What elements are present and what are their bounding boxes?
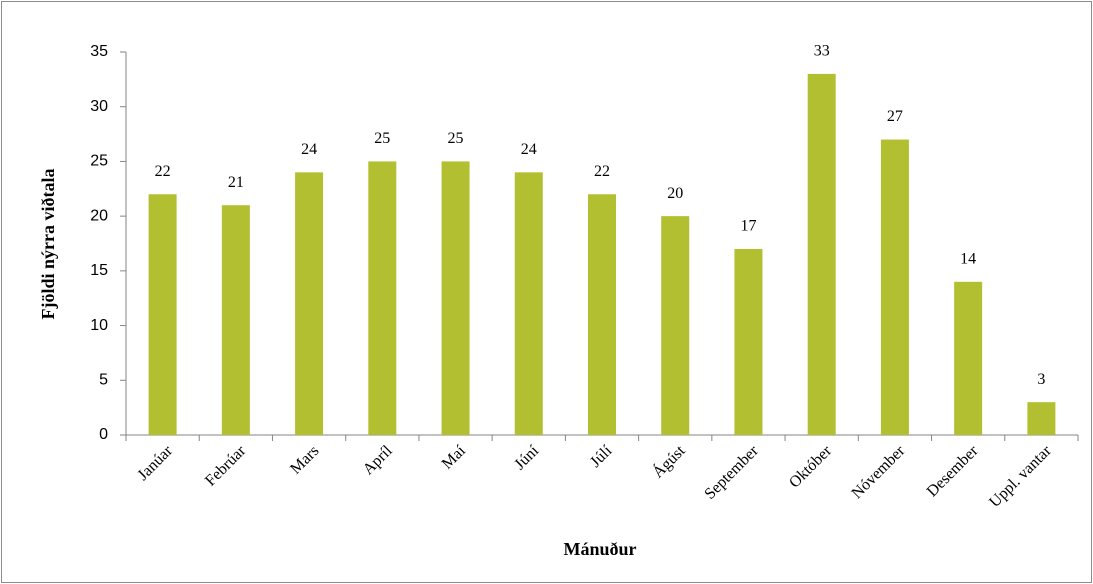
y-tick-label: 5 — [99, 372, 108, 389]
y-tick-label: 30 — [90, 98, 108, 115]
data-label: 24 — [521, 141, 537, 158]
y-tick-label: 15 — [90, 262, 108, 279]
bar — [880, 139, 909, 436]
bar — [954, 281, 983, 435]
bar — [807, 73, 836, 435]
data-label: 20 — [667, 185, 683, 202]
data-label: 17 — [740, 218, 756, 235]
data-label: 21 — [228, 174, 244, 191]
bar — [441, 161, 470, 435]
data-label: 25 — [448, 130, 464, 147]
bar — [295, 172, 324, 435]
data-label: 24 — [301, 141, 317, 158]
data-label: 27 — [887, 108, 903, 125]
data-label: 22 — [594, 163, 610, 180]
bar — [1027, 402, 1056, 435]
bar — [734, 248, 763, 435]
bar — [148, 194, 177, 435]
y-tick-label: 35 — [90, 43, 108, 60]
bar — [221, 205, 250, 435]
y-tick-label: 25 — [90, 153, 108, 170]
data-label: 3 — [1037, 371, 1045, 388]
data-label: 14 — [960, 250, 976, 267]
y-axis-title: Fjöldi nýrra viðtala — [38, 169, 58, 320]
bar — [514, 172, 543, 435]
y-tick-label: 20 — [90, 207, 108, 224]
data-label: 33 — [814, 43, 830, 60]
y-tick-label: 10 — [90, 317, 108, 334]
y-tick-label: 0 — [99, 426, 108, 443]
bar — [588, 194, 616, 435]
data-label: 25 — [374, 130, 390, 147]
data-label: 22 — [155, 163, 171, 180]
x-axis-title: Mánuður — [563, 539, 636, 559]
bar — [661, 216, 690, 435]
bar — [368, 161, 397, 435]
